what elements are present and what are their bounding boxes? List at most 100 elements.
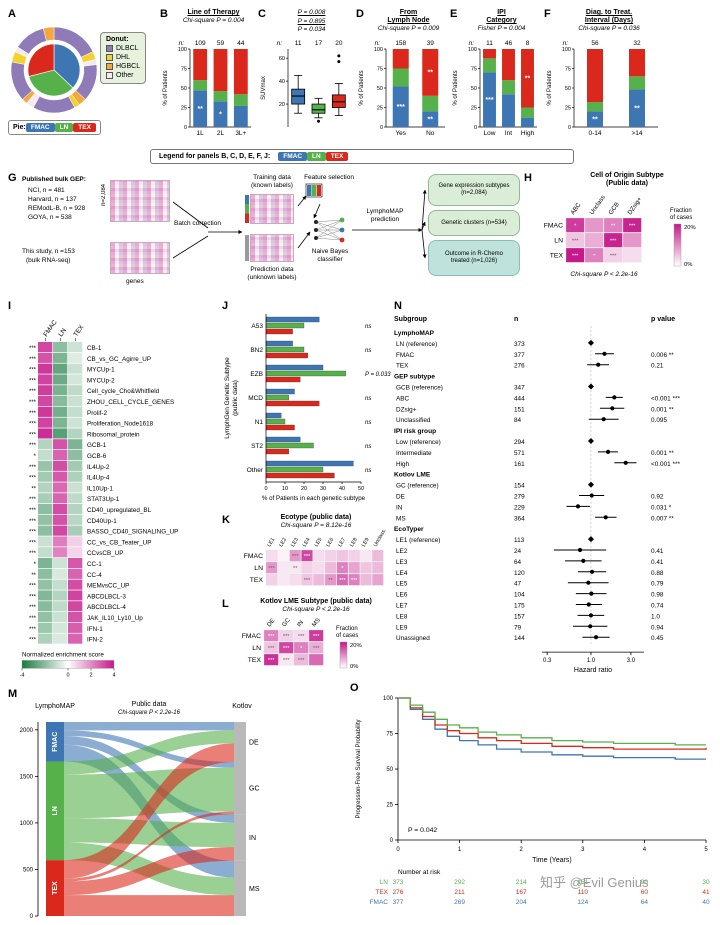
svg-text:229: 229: [514, 504, 525, 511]
svg-text:TEX: TEX: [52, 881, 59, 895]
svg-text:75: 75: [377, 67, 383, 73]
svg-text:GCB-6: GCB-6: [87, 453, 107, 460]
svg-text:***: ***: [29, 540, 37, 546]
svg-text:39: 39: [427, 40, 435, 47]
svg-text:Progression-Free Survival Prob: Progression-Free Survival Probability: [356, 719, 362, 818]
svg-text:30: 30: [702, 879, 710, 886]
svg-text:276: 276: [393, 889, 404, 896]
svg-text:144: 144: [514, 635, 525, 642]
svg-text:Number at risk: Number at risk: [398, 869, 441, 876]
panel-l-title: Kotlov LME Subtype (public data): [260, 598, 372, 605]
panel-f-label: F: [544, 8, 551, 20]
svg-text:Unclass: Unclass: [588, 194, 606, 216]
svg-text:**: **: [611, 223, 616, 229]
svg-text:TEX: TEX: [375, 889, 388, 896]
legend-chip-tex: TEX: [325, 152, 349, 161]
svg-text:20%: 20%: [350, 643, 362, 649]
svg-text:1.0: 1.0: [587, 658, 596, 664]
training-heatmap-thumb: [245, 194, 294, 224]
svg-text:60: 60: [641, 889, 649, 896]
svg-text:104: 104: [514, 592, 525, 599]
this-study-sub: (bulk RNA-seq): [26, 257, 71, 264]
forest-plot: Subgroup n p value LymphoMAP LN (reference) 3…: [394, 316, 680, 674]
svg-text:0.001 **: 0.001 **: [651, 406, 674, 413]
svg-text:25: 25: [181, 106, 187, 112]
svg-text:LE9: LE9: [396, 624, 408, 631]
panel-o-label: O: [350, 682, 359, 694]
svg-text:***: ***: [29, 422, 37, 428]
panel-n: N Subgroup n p value LymphoMAP LN (reference…: [394, 300, 718, 676]
prediction-heatmap-thumb: [245, 234, 294, 262]
svg-text:110: 110: [578, 889, 589, 896]
legend-chip-ln: LN: [54, 123, 74, 132]
svg-text:LE6: LE6: [396, 592, 408, 599]
panel-k-head: Ecotype (public data) Chi-square P = 8.1…: [234, 514, 398, 530]
panel-m: M 0 500 1000 1500 2000 LymphoMAP Public data Ch…: [8, 688, 274, 923]
svg-text:***: ***: [29, 627, 37, 633]
svg-text:FMAC: FMAC: [42, 319, 58, 338]
bulk-gep-heatmap-thumb: [110, 180, 170, 222]
svg-text:0: 0: [66, 672, 69, 678]
panel-e-subtitle: Fisher P = 0.004: [477, 25, 526, 32]
svg-text:ns: ns: [365, 348, 371, 354]
svg-text:Hazard ratio: Hazard ratio: [574, 667, 612, 674]
svg-text:CB-1: CB-1: [87, 345, 102, 352]
svg-text:64: 64: [514, 559, 522, 566]
svg-text:175: 175: [514, 603, 525, 610]
svg-text:109: 109: [195, 40, 206, 47]
svg-text:373: 373: [514, 341, 525, 348]
donut-legend-title: Donut:: [106, 36, 129, 43]
svg-text:294: 294: [514, 439, 525, 446]
pie-legend: Pie: FMAC LN TEX: [8, 120, 101, 135]
legend-chip-tex: TEX: [73, 123, 96, 132]
svg-text:LE1: LE1: [266, 537, 276, 548]
panel-g-label: G: [8, 172, 17, 184]
svg-text:347: 347: [514, 385, 525, 392]
panel-b-title: Line of Therapy: [187, 9, 240, 16]
svg-text:TEX: TEX: [396, 363, 409, 370]
svg-text:LE4: LE4: [396, 570, 408, 577]
svg-text:ABC: ABC: [396, 395, 410, 402]
svg-text:2: 2: [520, 847, 524, 853]
svg-text:<0.001 ***: <0.001 ***: [651, 461, 680, 468]
this-study-heatmap-thumb: [110, 242, 170, 274]
panel-f-head: Diag. to Treat. Interval (Days) Chi-squa…: [554, 8, 664, 35]
svg-text:***: ***: [313, 646, 320, 652]
svg-text:100: 100: [374, 47, 383, 53]
legend-chip-ln: LN: [307, 152, 326, 161]
donut-legend-item-other: Other: [106, 71, 140, 80]
legend-chip-fmac: FMAC: [278, 152, 308, 161]
svg-text:***: ***: [268, 658, 275, 664]
svg-text:0: 0: [380, 125, 383, 131]
legend-bcdefj-chips: FMAC LN TEX: [278, 152, 349, 161]
svg-text:ZHOU_CELL_CYCLE_GENES: ZHOU_CELL_CYCLE_GENES: [87, 399, 174, 406]
svg-text:LN: LN: [252, 645, 261, 652]
svg-text:0%: 0%: [684, 262, 692, 268]
panel-h-title-1: Cell of Origin Subtype: [590, 172, 664, 179]
legend-bcdefj-title: Legend for panels B, C, D, E, F, J:: [159, 153, 271, 160]
svg-text:0.41: 0.41: [651, 559, 664, 566]
svg-text:LE8: LE8: [349, 537, 359, 548]
svg-text:TEX: TEX: [248, 657, 262, 664]
svg-text:24: 24: [514, 548, 522, 555]
svg-text:0: 0: [396, 847, 400, 853]
svg-text:0.74: 0.74: [651, 603, 664, 610]
svg-text:***: ***: [29, 605, 37, 611]
panel-k-title: Ecotype (public data): [280, 514, 352, 521]
svg-text:***: ***: [29, 616, 37, 622]
svg-text:LE6: LE6: [325, 537, 335, 548]
svg-text:3: 3: [581, 847, 585, 853]
svg-text:Chi-square P < 2.2e-16: Chi-square P < 2.2e-16: [118, 710, 181, 716]
panel-a: A Donut: DLBCL DHL HGBCL Other Pie: FMAC LN T…: [8, 8, 166, 148]
svg-text:**: **: [293, 566, 298, 572]
svg-text:***: ***: [29, 378, 37, 384]
svg-text:0.41: 0.41: [651, 548, 664, 555]
svg-text:LN (reference): LN (reference): [396, 341, 437, 348]
svg-text:***: ***: [283, 634, 290, 640]
naive-bayes-label: Naive Bayes classifier: [311, 248, 349, 263]
svg-text:**: **: [525, 75, 531, 82]
panel-j-label: J: [222, 300, 229, 312]
svg-text:500: 500: [23, 867, 34, 873]
panel-l-label: L: [222, 598, 229, 610]
svg-text:LN: LN: [554, 238, 563, 245]
